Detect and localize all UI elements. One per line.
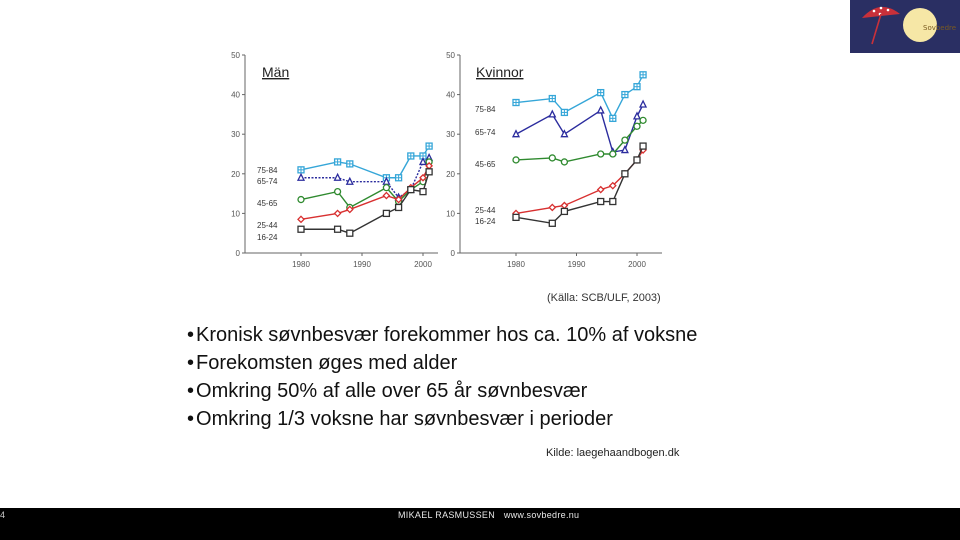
data-point [560,201,569,210]
chart-men: 0 10 20 30 40 50 1980 1990 2000 Män 75-84 65-74 45-6… [231,51,438,269]
footer-text: MIKAEL RASMUSSEN www.sovbedre.nu [398,510,585,520]
data-point [608,181,617,190]
data-point [548,154,556,162]
series-label: 75-84 [257,166,278,175]
data-point [548,109,557,118]
data-point [407,185,415,194]
data-point [621,136,629,144]
x-tick-label: 1990 [353,260,371,269]
x-tick-label: 2000 [414,260,432,269]
chart-title: Män [262,64,289,80]
chart-source: (Källa: SCB/ULF, 2003) [547,292,661,304]
series-line [300,145,430,179]
page-number: 4 [0,510,6,520]
data-point [297,215,305,224]
data-point [419,187,427,196]
y-tick-label: 50 [231,51,240,60]
data-point [596,185,605,194]
data-point [419,173,427,182]
data-point [382,184,391,192]
data-point [560,207,569,216]
x-tick-label: 1990 [568,260,586,269]
data-point [620,145,629,154]
series-label: 16-24 [475,217,496,226]
data-point [548,203,557,212]
data-point [296,172,306,181]
series-line [515,104,644,153]
y-tick-label: 40 [446,91,455,100]
data-point [633,156,641,164]
data-point [609,150,617,158]
bullet-list: Kronisk søvnbesvær forekommer hos ca. 10… [187,321,697,433]
data-point [511,129,521,138]
x-tick-label: 2000 [628,260,646,269]
y-tick-label: 10 [231,209,240,218]
logo-text: Sovbedre [923,24,957,32]
data-point [512,156,520,164]
footer-website[interactable]: www.sovbedre.nu [503,510,580,520]
chart-title: Kvinnor [476,64,524,80]
data-point [345,205,354,214]
data-point [596,105,605,114]
series-line [515,145,644,225]
data-point [597,150,605,158]
series-label: 75-84 [475,105,496,114]
bullet-item: Omkring 1/3 voksne har søvnbesvær i peri… [187,405,697,433]
data-point [346,229,354,237]
kilde-reference: Kilde: laegehaandbogen.dk [546,447,680,459]
series-label: 25-44 [475,206,496,215]
series-label: 25-44 [257,221,278,230]
y-tick-label: 30 [231,130,240,139]
y-tick-label: 0 [451,249,456,258]
data-point [297,225,305,233]
series-label: 45-65 [475,160,496,169]
bullet-item: Forekomsten øges med alder [187,349,697,377]
bullet-item: Omkring 50% af alle over 65 år søvnbesvæ… [187,377,697,405]
data-point [418,156,428,166]
data-point [548,219,556,227]
data-point [382,209,391,218]
data-point [609,197,617,206]
bullet-item: Kronisk søvnbesvær forekommer hos ca. 10… [187,321,697,349]
data-point [621,170,629,178]
data-point [632,111,642,120]
y-tick-label: 0 [236,249,241,258]
data-point [333,172,342,181]
y-tick-label: 40 [231,91,240,100]
data-point [425,168,433,176]
series-label: 16-24 [257,233,278,242]
data-point [639,116,647,124]
data-point [560,158,569,166]
series-label: 45-65 [257,199,278,208]
data-point [394,195,403,204]
y-tick-label: 10 [446,209,455,218]
data-point [560,129,569,138]
data-point [333,225,342,233]
footer-bar: 4 MIKAEL RASMUSSEN www.sovbedre.nu [0,508,960,540]
sleep-complaints-charts: 0 10 20 30 40 50 1980 1990 2000 Män 75-84 65-74 45-6… [231,51,662,269]
data-point [345,176,354,185]
data-point [333,187,342,196]
series-label: 65-74 [257,177,278,186]
data-point [297,195,305,204]
chart-women: 0 10 20 30 40 50 1980 1990 2000 Kvinnor 75-84 65-74… [446,51,662,269]
series-label: 65-74 [475,128,496,137]
y-tick-label: 20 [446,170,455,179]
y-tick-label: 20 [231,170,240,179]
data-point [639,142,647,150]
data-point [382,191,391,200]
data-point [638,99,648,108]
footer-author: MIKAEL RASMUSSEN [398,510,495,520]
umbrella-moon-icon [862,6,937,45]
data-point [394,203,403,212]
data-point [633,122,641,130]
x-tick-label: 1980 [507,260,525,269]
data-point [512,213,520,222]
data-point [333,209,342,218]
sovbedre-logo: Sovbedre [850,0,960,53]
x-tick-label: 1980 [292,260,310,269]
y-tick-label: 30 [446,130,455,139]
y-tick-label: 50 [446,51,455,60]
data-point [597,197,605,206]
